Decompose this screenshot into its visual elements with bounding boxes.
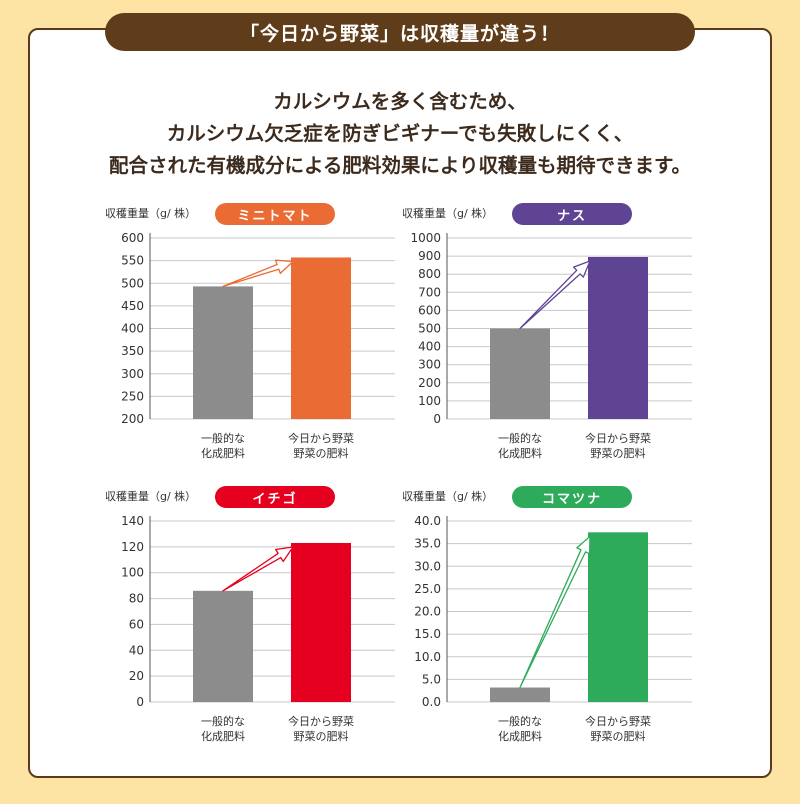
x-category-label: 今日から野菜 野菜の肥料 [563,714,673,744]
x-category-label-line: 一般的な [201,432,245,445]
y-tick-label: 600 [121,231,144,245]
y-tick-label: 700 [418,285,441,299]
chart-svg: 140 120 100 80 60 40 20 0 [121,514,395,709]
bar-kyou-kara-yasai [291,542,351,702]
chart-mini-tomato: 収穫重量（g/ 株） ミニトマト 600 550 500 450 400 350 300 250 2… [105,203,435,463]
chart-title-pill: ミニトマト [215,203,335,225]
y-axis-unit-label: 収穫重量（g/ 株） [105,490,197,503]
y-tick-label: 800 [418,267,441,281]
y-tick-label: 60 [129,617,144,631]
intro-line: 配合された有機成分による肥料効果により収穫量も期待できます。 [108,154,692,177]
intro-text: カルシウムを多く含むため、 カルシウム欠乏症を防ぎビギナーでも失敗しにくく、 配… [40,86,760,182]
y-tick-label: 140 [121,514,144,528]
y-tick-label: 400 [121,322,144,336]
y-tick-label: 40.0 [414,514,441,528]
chart-strawberry: 収穫重量（g/ 株） イチゴ 140 120 100 80 60 40 20 0 一般的な 化成肥料今… [105,486,435,746]
y-tick-label: 15.0 [414,627,441,641]
x-category-label-line: 野菜の肥料 [293,730,349,743]
x-category-label-line: 野菜の肥料 [590,447,646,460]
y-tick-label: 20.0 [414,605,441,619]
y-tick-label: 350 [121,344,144,358]
y-tick-label: 120 [121,540,144,554]
x-category-label-line: 今日から野菜 [585,432,651,445]
y-tick-label: 100 [418,394,441,408]
y-tick-label: 35.0 [414,537,441,551]
bar-kyou-kara-yasai [588,257,648,419]
x-category-label: 今日から野菜 野菜の肥料 [563,431,673,461]
y-tick-label: 40 [129,643,144,657]
y-tick-label: 10.0 [414,650,441,664]
y-tick-label: 200 [121,412,144,426]
y-tick-label: 20 [129,669,144,683]
x-category-label-line: 野菜の肥料 [293,447,349,460]
y-tick-label: 550 [121,254,144,268]
increase-arrow-icon [222,546,294,592]
x-category-label: 一般的な 化成肥料 [168,431,278,461]
bar-conventional-fertilizer [193,590,253,702]
chart-komatsuna: 収穫重量（g/ 株） コマツナ 40.0 35.0 30.0 25.0 20.0 15.0 10… [402,486,732,746]
x-category-label: 一般的な 化成肥料 [465,714,575,744]
y-tick-label: 400 [418,340,441,354]
x-category-label-line: 一般的な [498,432,542,445]
y-tick-label: 300 [121,367,144,381]
increase-arrow-icon [519,535,591,689]
increase-arrow-icon [519,260,591,330]
chart-eggplant: 収穫重量（g/ 株） ナス 1000 900 800 700 600 500 400 300 200… [402,203,732,463]
y-axis-unit-label: 収穫重量（g/ 株） [105,207,197,220]
x-category-label-line: 化成肥料 [201,730,245,743]
intro-line: カルシウムを多く含むため、 [273,90,527,113]
x-category-label-line: 今日から野菜 [288,715,354,728]
y-tick-label: 80 [129,592,144,606]
y-tick-label: 300 [418,358,441,372]
bar-conventional-fertilizer [490,328,550,419]
y-tick-label: 25.0 [414,582,441,596]
increase-arrow-icon [222,259,294,288]
y-tick-label: 900 [418,249,441,263]
x-category-label-line: 化成肥料 [498,447,542,460]
x-category-label: 今日から野菜 野菜の肥料 [266,714,376,744]
y-tick-label: 5.0 [422,672,441,686]
y-tick-label: 500 [418,322,441,336]
bar-kyou-kara-yasai [291,257,351,419]
x-category-label: 今日から野菜 野菜の肥料 [266,431,376,461]
y-tick-label: 250 [121,389,144,403]
bar-conventional-fertilizer [193,286,253,419]
chart-svg: 600 550 500 450 400 350 300 250 200 [121,231,395,426]
intro-line: カルシウム欠乏症を防ぎビギナーでも失敗しにくく、 [166,122,634,145]
x-category-label: 一般的な 化成肥料 [168,714,278,744]
chart-title-pill: イチゴ [215,486,335,508]
bar-kyou-kara-yasai [588,532,648,702]
x-category-label-line: 野菜の肥料 [590,730,646,743]
page-title-banner: 「今日から野菜」は収穫量が違う！ [105,13,695,51]
x-category-label-line: 今日から野菜 [288,432,354,445]
chart-title-pill: ナス [512,203,632,225]
x-category-label-line: 化成肥料 [498,730,542,743]
y-tick-label: 1000 [410,231,441,245]
y-tick-label: 450 [121,299,144,313]
chart-title-pill: コマツナ [512,486,632,508]
y-tick-label: 0 [433,412,441,426]
x-category-label-line: 一般的な [201,715,245,728]
x-category-label: 一般的な 化成肥料 [465,431,575,461]
x-category-label-line: 一般的な [498,715,542,728]
x-category-label-line: 今日から野菜 [585,715,651,728]
chart-svg: 40.0 35.0 30.0 25.0 20.0 15.0 10.0 5.0 0.0 [414,514,692,709]
y-tick-label: 500 [121,276,144,290]
bar-conventional-fertilizer [490,687,550,702]
y-axis-unit-label: 収穫重量（g/ 株） [402,490,494,503]
y-tick-label: 0.0 [422,695,441,709]
x-category-label-line: 化成肥料 [201,447,245,460]
y-tick-label: 0 [136,695,144,709]
y-axis-unit-label: 収穫重量（g/ 株） [402,207,494,220]
y-tick-label: 200 [418,376,441,390]
y-tick-label: 100 [121,566,144,580]
y-tick-label: 600 [418,303,441,317]
y-tick-label: 30.0 [414,559,441,573]
